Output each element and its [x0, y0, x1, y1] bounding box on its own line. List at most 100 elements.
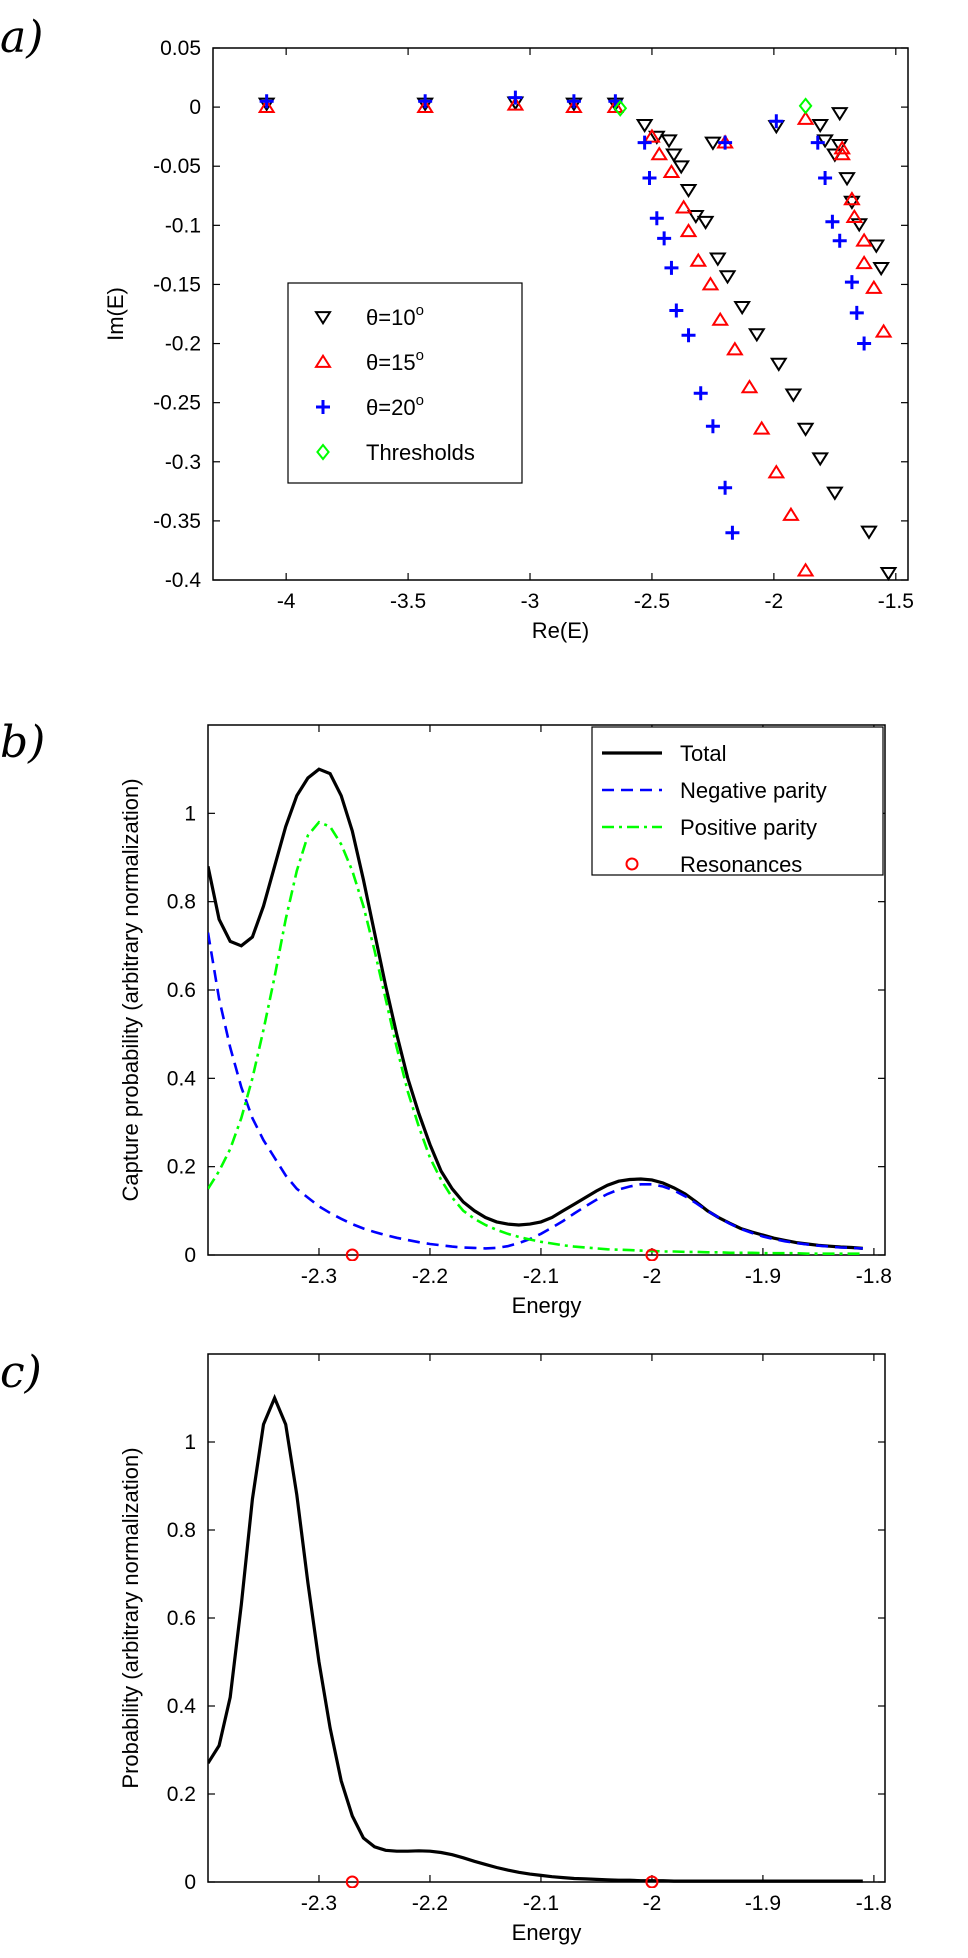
- panel-label: a): [0, 12, 43, 63]
- data-point: [613, 99, 628, 117]
- data-point: [872, 261, 890, 277]
- y-tick-label: 0: [184, 1871, 196, 1894]
- x-tick-label: -3: [521, 590, 540, 613]
- x-tick-label: -1.8: [856, 1892, 892, 1915]
- data-point: [857, 336, 872, 351]
- data-point: [845, 208, 864, 223]
- x-tick-label: -4: [277, 590, 296, 613]
- data-point: [874, 323, 893, 338]
- plot-frame: [207, 1353, 886, 1883]
- y-tick-label: -0.05: [153, 155, 201, 178]
- data-point: [810, 135, 825, 150]
- legend-entry: Negative parity: [680, 778, 827, 803]
- data-point: [833, 140, 851, 155]
- data-point: [506, 96, 525, 111]
- data-point: [865, 279, 883, 294]
- data-point: [832, 233, 847, 248]
- data-point: [416, 98, 434, 114]
- data-point: [711, 311, 730, 326]
- legend-marker: [625, 857, 639, 871]
- data-point: [830, 107, 849, 122]
- data-point: [782, 506, 800, 521]
- data-point: [816, 134, 834, 149]
- legend-marker: [316, 400, 330, 414]
- data-point: [650, 146, 669, 161]
- y-tick-label: 0.05: [160, 37, 201, 60]
- x-tick-label: -3.5: [390, 590, 426, 613]
- data-point: [818, 171, 833, 186]
- data-point: [850, 218, 869, 233]
- x-tick-label: -1.5: [878, 590, 914, 613]
- y-tick-label: 0: [189, 96, 201, 119]
- resonance-marker: [645, 1248, 659, 1261]
- legend: Total Negative parity Positive parity Reson…: [591, 726, 884, 877]
- legend-entry: Total: [680, 741, 726, 766]
- data-point: [565, 98, 583, 114]
- legend-entry: Resonances: [680, 852, 802, 877]
- series-triangle-up: [257, 96, 893, 577]
- series-line: [208, 932, 863, 1250]
- y-tick-label: -0.35: [153, 510, 201, 533]
- data-point: [796, 562, 815, 577]
- data-point: [259, 94, 274, 109]
- data-point: [767, 464, 786, 479]
- y-tick-label: 0.6: [167, 979, 196, 1002]
- data-point: [798, 97, 813, 115]
- data-point: [718, 270, 737, 285]
- data-point: [740, 379, 759, 394]
- data-point: [657, 231, 672, 246]
- x-tick-label: -2: [765, 590, 784, 613]
- panel-2: b) -2.3 -2.2 -2.1 -2 -1.9 -1.8 0 0.2 0.4 0.6 0.8 1 En…: [0, 717, 892, 1318]
- x-tick-label: -2.5: [634, 590, 670, 613]
- data-point: [826, 486, 844, 501]
- data-point: [696, 215, 715, 230]
- data-point: [606, 98, 625, 114]
- data-point: [693, 386, 708, 401]
- y-tick-label: 0.4: [167, 1695, 197, 1718]
- legend: θ=10o θ=15o θ=20o Thresholds: [287, 282, 523, 484]
- data-layer: [257, 90, 898, 582]
- data-layer: [208, 767, 863, 1261]
- data-point: [637, 135, 652, 150]
- x-tick-label: -1.9: [745, 1265, 781, 1288]
- data-point: [679, 183, 698, 199]
- data-point: [784, 388, 803, 403]
- data-point: [733, 301, 751, 316]
- x-tick-label: -2.2: [412, 1892, 448, 1915]
- panel-3: c) -2.3 -2.2 -2.1 -2 -1.9 -1.8 0 0.2 0.4 0.6 0.8 1 En…: [0, 1347, 892, 1945]
- legend-entry: θ=10o: [366, 302, 424, 330]
- x-tick-label: -2.1: [523, 1892, 559, 1915]
- resonance-marker: [345, 1248, 359, 1261]
- data-point: [860, 525, 878, 540]
- y-tick-label: -0.3: [165, 451, 201, 474]
- data-point: [643, 128, 661, 143]
- data-point: [257, 98, 276, 114]
- series-diamond: [613, 97, 813, 117]
- data-point: [635, 118, 654, 134]
- data-point: [681, 328, 696, 343]
- data-point: [855, 232, 873, 247]
- x-axis-title: Energy: [512, 1920, 582, 1945]
- y-tick-label: 0.4: [167, 1067, 197, 1090]
- resonance-marker: [645, 1875, 659, 1888]
- y-tick-label: 0.8: [167, 891, 196, 914]
- data-point: [705, 419, 720, 434]
- data-point: [726, 341, 744, 356]
- panel-1: a) -4 -3.5 -3 -2.5 -2 -1.5 0.05 0 -0.05 -0.1 -0.15 -…: [0, 12, 914, 643]
- data-point: [566, 94, 581, 109]
- data-point: [843, 195, 861, 210]
- data-point: [811, 118, 830, 134]
- data-point: [660, 134, 678, 149]
- data-point: [662, 163, 681, 179]
- panel-label: b): [0, 717, 45, 768]
- legend-entry: Positive parity: [680, 815, 817, 840]
- data-point: [679, 223, 698, 238]
- data-point: [701, 276, 720, 291]
- x-tick-label: -1.9: [745, 1892, 781, 1915]
- x-tick-label: -2.2: [412, 1265, 448, 1288]
- data-point: [811, 452, 830, 467]
- x-tick-label: -2.3: [301, 1892, 337, 1915]
- data-point: [669, 303, 684, 318]
- data-layer: [208, 1393, 863, 1888]
